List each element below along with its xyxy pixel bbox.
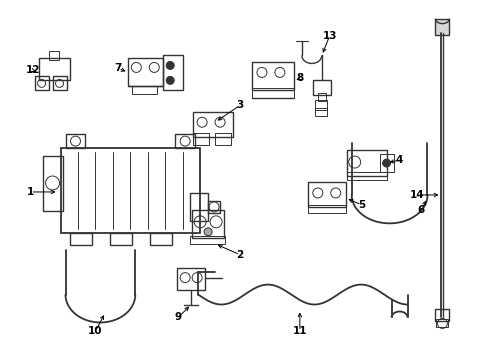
Bar (314, 100, 326, 110)
Bar (190, 236, 224, 244)
Text: 14: 14 (409, 190, 424, 200)
Text: 3: 3 (236, 100, 243, 110)
Circle shape (203, 228, 212, 236)
Bar (128, 58, 163, 86)
Text: 10: 10 (88, 327, 102, 336)
Text: 12: 12 (25, 66, 40, 76)
Bar (307, 182, 345, 207)
Bar (251, 62, 293, 90)
Bar (215, 133, 230, 145)
Text: 8: 8 (296, 73, 303, 84)
Text: 7: 7 (115, 63, 122, 73)
Circle shape (166, 76, 174, 84)
Bar (48, 50, 59, 60)
Text: 9: 9 (174, 312, 182, 323)
Text: 13: 13 (322, 31, 336, 41)
Bar (307, 205, 345, 213)
Bar (35, 76, 48, 90)
Bar (346, 172, 386, 180)
Bar (314, 108, 326, 116)
Bar (346, 150, 386, 176)
Bar (70, 233, 92, 245)
Circle shape (382, 159, 390, 167)
Bar (110, 233, 132, 245)
Bar (65, 134, 85, 148)
Bar (251, 88, 293, 98)
Bar (192, 210, 224, 238)
Bar (150, 233, 172, 245)
Circle shape (166, 62, 174, 69)
Bar (193, 112, 233, 137)
Bar (435, 19, 448, 35)
Bar (436, 319, 447, 328)
Text: 4: 4 (395, 155, 403, 165)
Text: 1: 1 (27, 187, 34, 197)
Text: 11: 11 (292, 327, 306, 336)
Text: 2: 2 (236, 250, 243, 260)
Bar (163, 55, 183, 90)
Bar (175, 134, 195, 148)
Bar (317, 93, 325, 101)
Text: 6: 6 (417, 205, 424, 215)
Bar (61, 148, 200, 233)
Bar (39, 58, 70, 80)
Text: 5: 5 (357, 200, 365, 210)
Bar (379, 154, 393, 172)
Bar (208, 201, 220, 213)
Bar (177, 268, 204, 289)
Bar (132, 86, 157, 94)
Bar (190, 193, 208, 221)
Bar (52, 76, 66, 90)
Bar (312, 80, 330, 95)
Bar (435, 310, 448, 321)
Bar (193, 133, 209, 145)
Bar (42, 156, 62, 211)
